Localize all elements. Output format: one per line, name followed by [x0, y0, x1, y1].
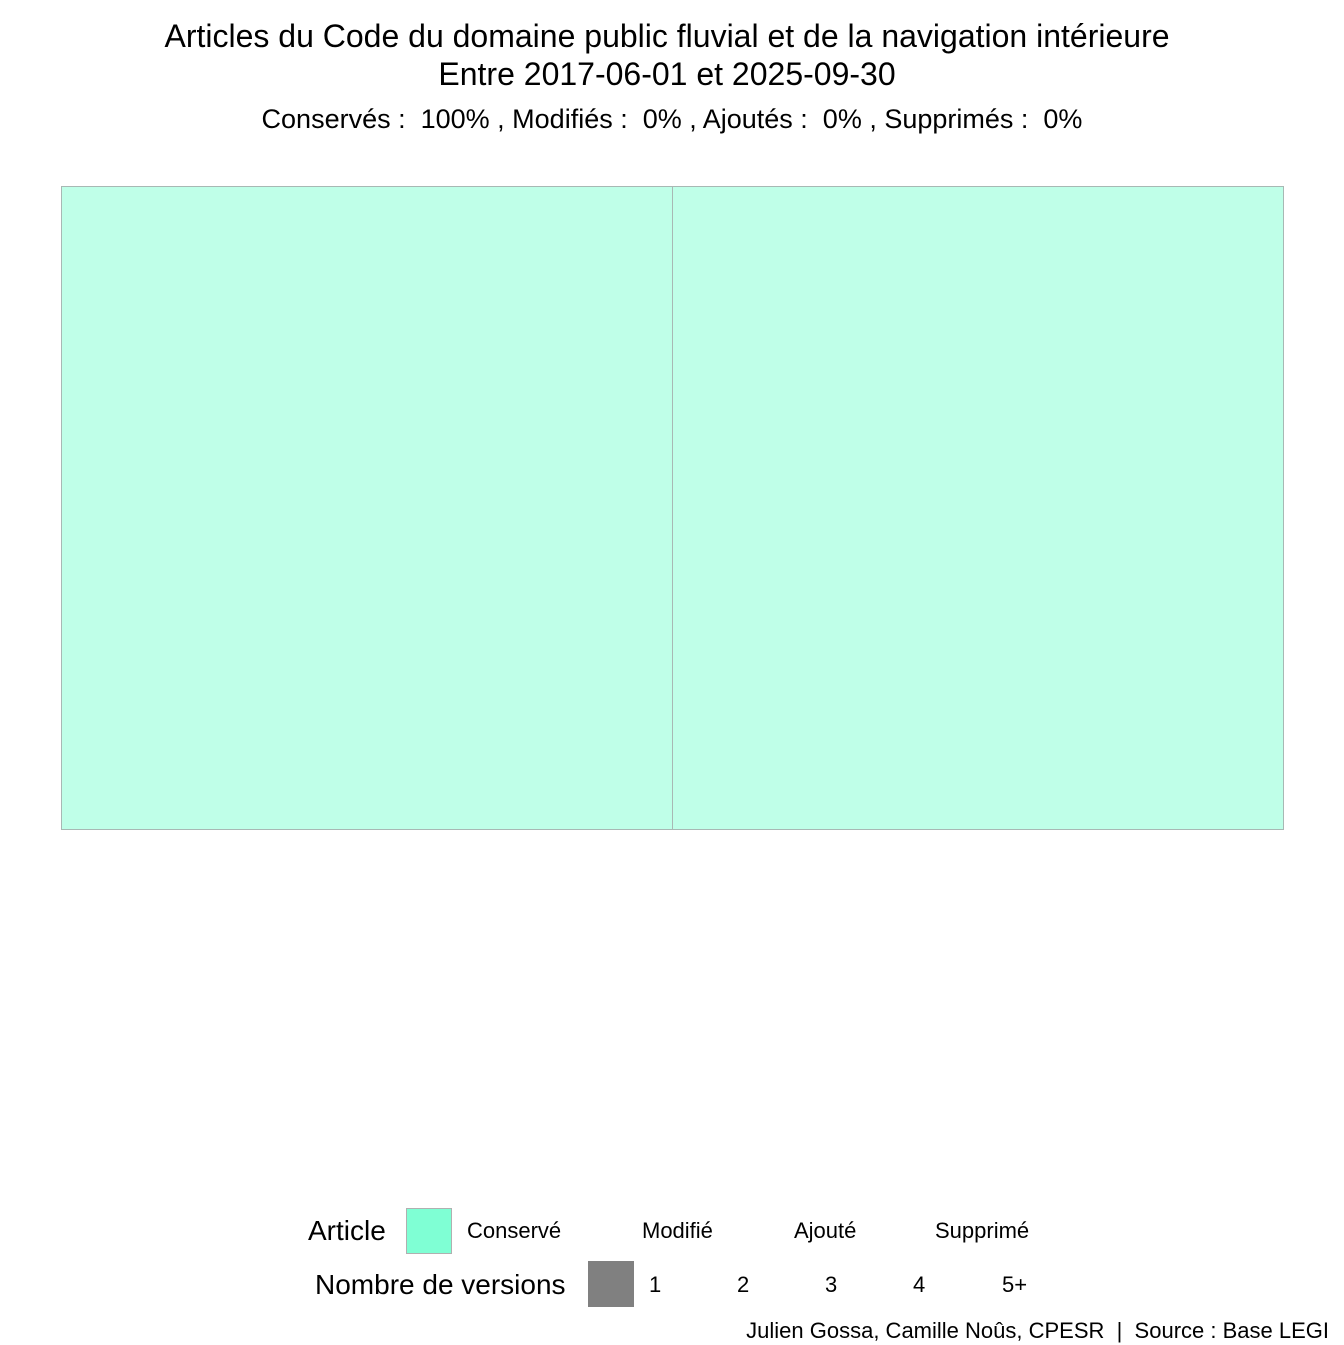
legend-label-versions-1: 1: [649, 1272, 662, 1297]
legend-label-modifie: Modifié: [642, 1218, 713, 1243]
treemap-tile-2: [672, 186, 1284, 830]
chart-subtitle: Conservés : 100% , Modifiés : 0% , Ajout…: [261, 104, 1083, 134]
legend-article-title: Article: [308, 1215, 386, 1246]
legend-key-conserve: [406, 1208, 452, 1254]
chart-caption: Julien Gossa, Camille Noûs, CPESR | Sour…: [746, 1318, 1329, 1343]
legend-versions-title: Nombre de versions: [315, 1269, 566, 1300]
legend-label-supprime: Supprimé: [935, 1218, 1030, 1243]
legend-label-conserve: Conservé: [467, 1218, 562, 1243]
legend-label-versions-2: 2: [737, 1272, 750, 1297]
legend-label-versions-5plus: 5+: [1002, 1272, 1028, 1297]
chart-period: Entre 2017-06-01 et 2025-09-30: [438, 56, 896, 92]
legend-label-versions-4: 4: [913, 1272, 926, 1297]
chart-title: Articles du Code du domaine public fluvi…: [164, 18, 1170, 54]
legend-key-versions: [588, 1261, 634, 1307]
treemap-tile-1: [61, 186, 673, 830]
legend-label-ajoute: Ajouté: [794, 1218, 857, 1243]
legend-label-versions-3: 3: [825, 1272, 838, 1297]
